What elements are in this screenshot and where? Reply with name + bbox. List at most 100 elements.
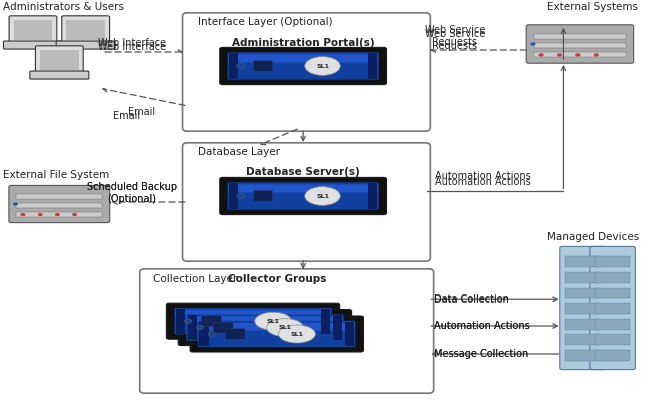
Circle shape	[55, 213, 59, 216]
FancyBboxPatch shape	[559, 246, 605, 370]
FancyBboxPatch shape	[254, 190, 273, 202]
FancyBboxPatch shape	[595, 256, 630, 267]
FancyBboxPatch shape	[228, 184, 378, 192]
FancyBboxPatch shape	[140, 269, 434, 393]
FancyBboxPatch shape	[214, 322, 233, 333]
Ellipse shape	[255, 312, 292, 330]
FancyBboxPatch shape	[198, 321, 355, 347]
Circle shape	[21, 213, 25, 216]
Text: Email: Email	[113, 111, 140, 121]
FancyBboxPatch shape	[229, 183, 238, 209]
FancyBboxPatch shape	[56, 41, 115, 49]
FancyBboxPatch shape	[321, 309, 330, 334]
Text: SL1: SL1	[267, 319, 279, 324]
FancyBboxPatch shape	[14, 20, 52, 40]
FancyBboxPatch shape	[166, 303, 340, 339]
FancyBboxPatch shape	[595, 303, 630, 314]
FancyBboxPatch shape	[9, 16, 57, 44]
Text: Scheduled Backup
(Optional): Scheduled Backup (Optional)	[87, 182, 177, 204]
FancyBboxPatch shape	[30, 71, 89, 79]
FancyBboxPatch shape	[200, 322, 209, 346]
Text: SL1: SL1	[291, 332, 303, 336]
FancyBboxPatch shape	[534, 43, 626, 48]
Text: Scheduled Backup
(Optional): Scheduled Backup (Optional)	[87, 182, 177, 204]
FancyBboxPatch shape	[595, 350, 630, 361]
Circle shape	[237, 64, 244, 68]
FancyBboxPatch shape	[526, 25, 634, 63]
Text: Interface Layer (Optional): Interface Layer (Optional)	[198, 17, 332, 27]
Ellipse shape	[304, 57, 340, 75]
Text: Automation Actions: Automation Actions	[434, 321, 529, 331]
FancyBboxPatch shape	[220, 48, 386, 85]
FancyBboxPatch shape	[3, 41, 63, 49]
Text: SL1: SL1	[279, 325, 291, 330]
FancyBboxPatch shape	[229, 53, 238, 79]
FancyBboxPatch shape	[595, 288, 630, 298]
Text: External File System: External File System	[3, 170, 109, 180]
FancyBboxPatch shape	[183, 13, 430, 131]
Ellipse shape	[279, 325, 316, 343]
Circle shape	[557, 54, 562, 56]
Text: Automation Actions: Automation Actions	[435, 171, 530, 181]
Text: Collection Layer: Collection Layer	[153, 274, 237, 284]
Text: Administration Portal(s): Administration Portal(s)	[232, 38, 374, 48]
Text: Database Layer: Database Layer	[198, 147, 279, 157]
Text: Automation Actions: Automation Actions	[435, 177, 530, 187]
FancyBboxPatch shape	[67, 20, 105, 40]
FancyBboxPatch shape	[590, 246, 635, 370]
FancyBboxPatch shape	[16, 203, 102, 208]
Circle shape	[530, 42, 536, 46]
FancyBboxPatch shape	[565, 288, 600, 298]
Text: Collector Groups: Collector Groups	[227, 274, 326, 284]
Text: SL1: SL1	[316, 194, 329, 198]
FancyBboxPatch shape	[595, 319, 630, 330]
FancyBboxPatch shape	[565, 272, 600, 283]
Text: Automation Actions: Automation Actions	[434, 321, 529, 331]
Circle shape	[185, 319, 192, 324]
FancyBboxPatch shape	[178, 310, 352, 346]
Text: Data Collection: Data Collection	[434, 295, 509, 305]
Text: Web Service
Requests: Web Service Requests	[424, 29, 485, 51]
FancyBboxPatch shape	[228, 54, 378, 62]
FancyBboxPatch shape	[227, 52, 379, 80]
FancyBboxPatch shape	[368, 53, 378, 79]
Circle shape	[237, 194, 244, 198]
Text: Database Server(s): Database Server(s)	[246, 167, 360, 177]
Text: Message Collection: Message Collection	[434, 349, 528, 359]
FancyBboxPatch shape	[345, 322, 354, 346]
FancyBboxPatch shape	[534, 52, 626, 57]
Circle shape	[208, 332, 215, 336]
Circle shape	[539, 54, 544, 56]
Circle shape	[196, 325, 204, 330]
FancyBboxPatch shape	[188, 315, 197, 340]
Text: Web Interface: Web Interface	[98, 42, 166, 52]
Text: External Systems: External Systems	[547, 2, 638, 12]
Text: Web Interface: Web Interface	[98, 38, 166, 48]
FancyBboxPatch shape	[565, 303, 600, 314]
FancyBboxPatch shape	[186, 314, 343, 341]
Circle shape	[575, 54, 580, 56]
Ellipse shape	[267, 318, 304, 337]
FancyBboxPatch shape	[333, 315, 342, 340]
FancyBboxPatch shape	[225, 329, 245, 339]
Text: SL1: SL1	[316, 64, 329, 68]
FancyBboxPatch shape	[254, 60, 273, 72]
FancyBboxPatch shape	[199, 323, 355, 331]
Text: Administrators & Users: Administrators & Users	[3, 2, 125, 12]
FancyBboxPatch shape	[175, 310, 331, 318]
FancyBboxPatch shape	[190, 316, 364, 352]
Circle shape	[72, 213, 77, 216]
FancyBboxPatch shape	[176, 309, 185, 334]
FancyBboxPatch shape	[565, 334, 600, 345]
Text: Managed Devices: Managed Devices	[547, 232, 639, 242]
FancyBboxPatch shape	[40, 50, 78, 70]
FancyBboxPatch shape	[183, 143, 430, 261]
Circle shape	[594, 54, 598, 56]
Text: Data Collection: Data Collection	[434, 294, 509, 304]
FancyBboxPatch shape	[175, 308, 331, 334]
Ellipse shape	[304, 187, 340, 205]
FancyBboxPatch shape	[368, 183, 378, 209]
Text: Email: Email	[128, 107, 156, 117]
FancyBboxPatch shape	[9, 186, 109, 222]
FancyBboxPatch shape	[16, 194, 102, 199]
